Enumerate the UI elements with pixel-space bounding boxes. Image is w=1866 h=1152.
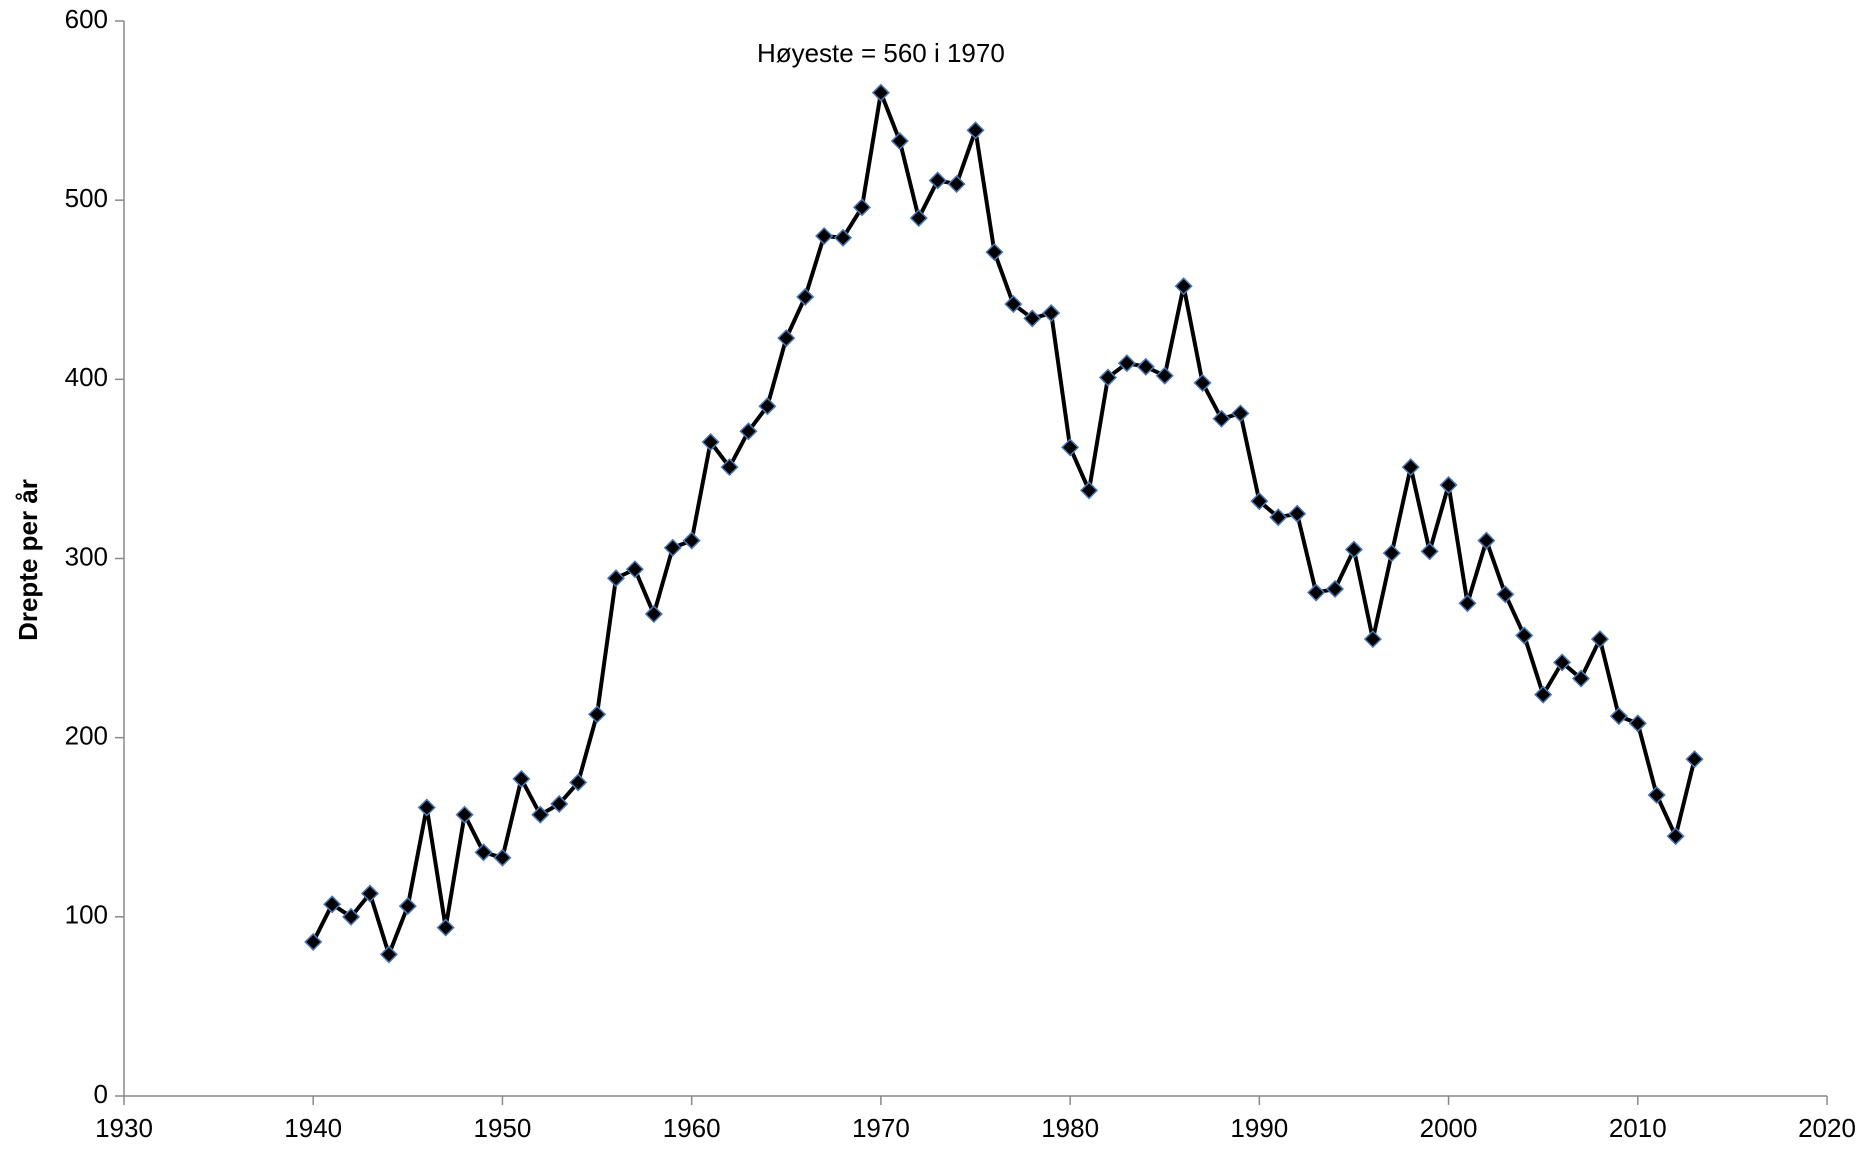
marker bbox=[928, 171, 947, 190]
marker bbox=[1023, 309, 1042, 328]
marker bbox=[1401, 458, 1420, 477]
marker bbox=[455, 805, 474, 824]
marker bbox=[1628, 714, 1647, 733]
marker bbox=[1269, 508, 1288, 527]
marker bbox=[417, 798, 436, 817]
marker bbox=[966, 121, 985, 140]
marker bbox=[1553, 653, 1572, 672]
marker bbox=[1458, 594, 1477, 613]
marker bbox=[1590, 630, 1609, 649]
marker bbox=[1136, 357, 1155, 376]
marker bbox=[1647, 785, 1666, 805]
marker bbox=[852, 198, 872, 217]
marker bbox=[304, 932, 323, 951]
marker bbox=[360, 884, 380, 903]
x-tick-label: 1940 bbox=[284, 1113, 342, 1143]
marker bbox=[379, 945, 398, 964]
marker bbox=[815, 226, 834, 246]
marker bbox=[474, 843, 493, 862]
marker bbox=[1231, 404, 1250, 423]
marker bbox=[1155, 366, 1174, 385]
marker bbox=[436, 918, 455, 937]
marker bbox=[1685, 750, 1704, 769]
marker bbox=[1609, 707, 1628, 726]
marker bbox=[569, 773, 588, 792]
y-tick-label: 0 bbox=[94, 1079, 108, 1109]
marker bbox=[493, 848, 512, 867]
y-tick-label: 500 bbox=[65, 183, 108, 213]
marker bbox=[701, 432, 720, 452]
marker bbox=[890, 131, 909, 151]
marker bbox=[1344, 540, 1364, 559]
marker bbox=[587, 705, 607, 724]
x-tick-label: 2020 bbox=[1798, 1113, 1856, 1143]
x-tick-label: 1950 bbox=[474, 1113, 532, 1143]
marker bbox=[720, 458, 739, 477]
x-tick-label: 1980 bbox=[1041, 1113, 1099, 1143]
line bbox=[311, 90, 1697, 957]
y-tick-label: 100 bbox=[65, 900, 108, 930]
y-tick-label: 600 bbox=[65, 4, 108, 34]
marker bbox=[777, 329, 796, 348]
x-tick-label: 1930 bbox=[95, 1113, 153, 1143]
marker bbox=[796, 287, 815, 306]
marker bbox=[833, 228, 853, 247]
marker bbox=[1420, 542, 1439, 561]
marker bbox=[550, 794, 569, 814]
marker bbox=[1666, 827, 1685, 846]
marker bbox=[342, 907, 361, 926]
x-tick-label: 1960 bbox=[663, 1113, 721, 1143]
marker bbox=[682, 531, 701, 550]
marker bbox=[512, 769, 531, 788]
marker bbox=[909, 209, 928, 228]
marker bbox=[1212, 409, 1231, 428]
marker bbox=[1325, 579, 1345, 599]
y-axis-label: Drepte per år bbox=[13, 479, 43, 641]
annotation: Høyeste = 560 i 1970 bbox=[757, 38, 1005, 68]
y-tick-label: 400 bbox=[65, 362, 108, 392]
marker bbox=[739, 422, 758, 441]
marker bbox=[1477, 531, 1496, 550]
marker bbox=[985, 243, 1004, 262]
marker bbox=[1382, 544, 1401, 563]
marker bbox=[1098, 368, 1118, 387]
marker bbox=[1363, 630, 1382, 649]
marker bbox=[1496, 585, 1515, 604]
marker bbox=[606, 569, 626, 588]
marker bbox=[1571, 669, 1591, 688]
marker bbox=[1439, 475, 1458, 495]
marker bbox=[625, 560, 644, 579]
y-tick-label: 300 bbox=[65, 541, 108, 571]
marker bbox=[1004, 295, 1023, 314]
marker bbox=[398, 897, 417, 916]
marker bbox=[1250, 492, 1269, 511]
marker bbox=[644, 604, 663, 624]
y-tick-label: 200 bbox=[65, 721, 108, 751]
marker bbox=[323, 895, 342, 914]
marker bbox=[1079, 481, 1099, 500]
x-tick-label: 2000 bbox=[1420, 1113, 1478, 1143]
marker bbox=[1193, 373, 1212, 392]
marker bbox=[1307, 583, 1326, 602]
x-tick-label: 2010 bbox=[1609, 1113, 1667, 1143]
marker bbox=[1288, 504, 1307, 523]
marker bbox=[871, 83, 890, 102]
marker bbox=[758, 397, 777, 416]
x-tick-label: 1990 bbox=[1230, 1113, 1288, 1143]
marker bbox=[1515, 626, 1534, 645]
marker bbox=[1534, 685, 1553, 704]
marker bbox=[947, 174, 966, 194]
marker bbox=[663, 538, 682, 557]
marker bbox=[1061, 438, 1080, 457]
marker bbox=[531, 805, 550, 824]
marker bbox=[1117, 354, 1136, 373]
marker bbox=[1174, 277, 1193, 296]
x-tick-label: 1970 bbox=[852, 1113, 910, 1143]
marker bbox=[1042, 303, 1061, 323]
